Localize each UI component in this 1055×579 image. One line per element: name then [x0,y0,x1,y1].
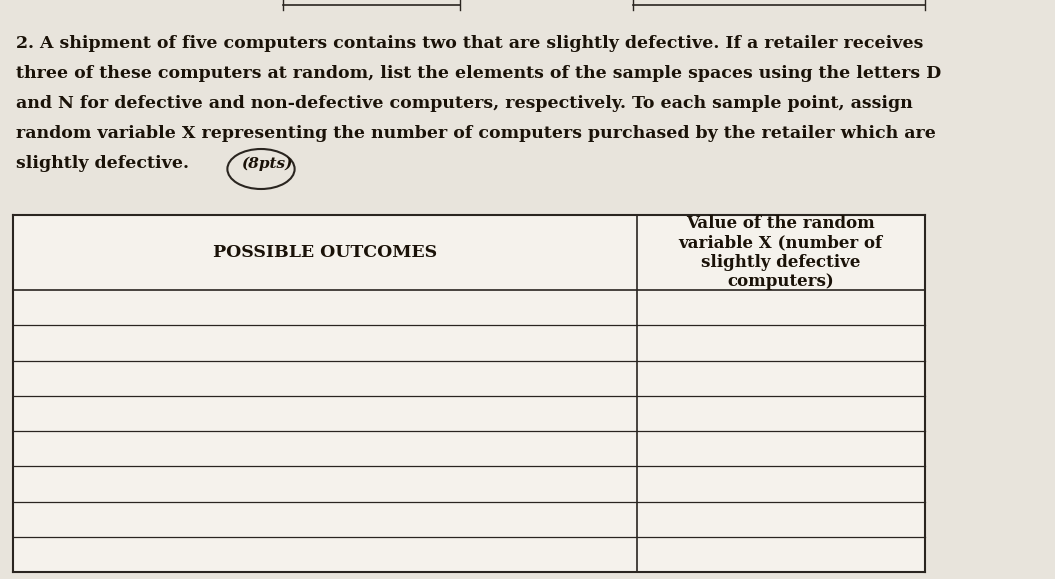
Text: (8pts): (8pts) [242,157,293,171]
Text: Value of the random
variable X (number of
slightly defective
computers): Value of the random variable X (number o… [678,215,883,291]
Text: slightly defective.: slightly defective. [16,155,189,172]
Text: and N for defective and non-defective computers, respectively. To each sample po: and N for defective and non-defective co… [16,95,913,112]
Text: three of these computers at random, list the elements of the sample spaces using: three of these computers at random, list… [16,65,941,82]
Text: POSSIBLE OUTCOMES: POSSIBLE OUTCOMES [213,244,437,261]
Bar [14,215,924,572]
Text: random variable X representing the number of computers purchased by the retailer: random variable X representing the numbe… [16,125,936,142]
Text: 2. A shipment of five computers contains two that are slightly defective. If a r: 2. A shipment of five computers contains… [16,35,923,52]
